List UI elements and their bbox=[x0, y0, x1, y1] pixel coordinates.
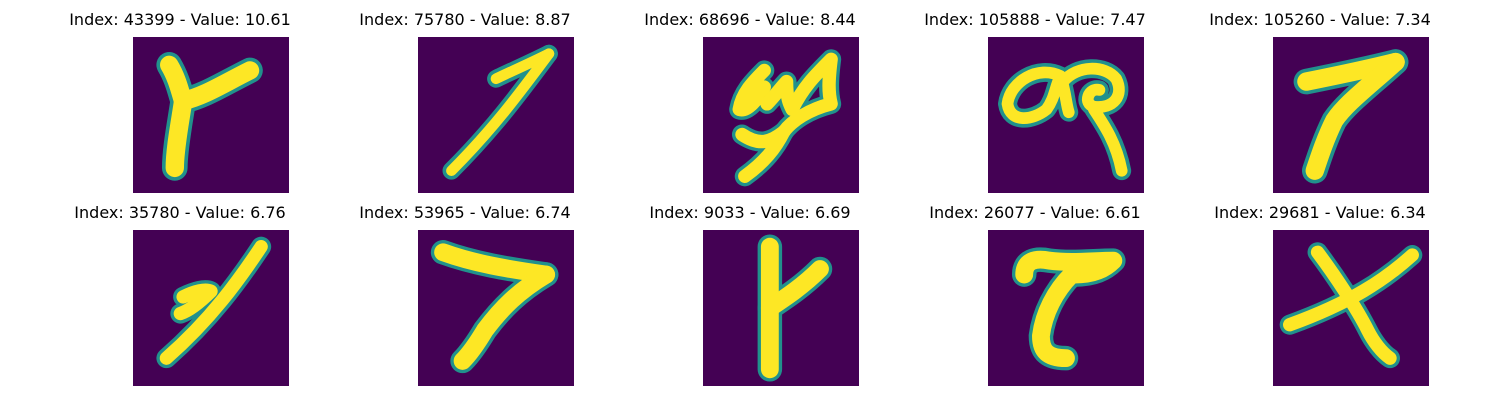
panel-title: Index: 75780 - Value: 8.87 bbox=[359, 10, 571, 29]
panel-4: Index: 105888 - Value: 7.47 bbox=[885, 0, 1185, 193]
panel-title: Index: 43399 - Value: 10.61 bbox=[69, 10, 291, 29]
glyph-y-upright-icon bbox=[757, 234, 833, 382]
digit-image bbox=[988, 230, 1144, 386]
panel-10: Index: 29681 - Value: 6.34 bbox=[1170, 193, 1470, 386]
digit-image bbox=[703, 230, 859, 386]
glyph-y-icon bbox=[156, 52, 263, 181]
digit-image bbox=[988, 37, 1144, 193]
glyph-loops-icon bbox=[998, 59, 1132, 181]
panel-title: Index: 105888 - Value: 7.47 bbox=[924, 10, 1146, 29]
glyph-thin-seven-icon bbox=[442, 44, 558, 180]
digit-image bbox=[1273, 230, 1429, 386]
digit-image bbox=[133, 37, 289, 193]
panel-title: Index: 26077 - Value: 6.61 bbox=[929, 203, 1141, 222]
panel-3: Index: 68696 - Value: 8.44 bbox=[600, 0, 900, 193]
panel-title: Index: 35780 - Value: 6.76 bbox=[74, 203, 286, 222]
glyph-curved-seven-icon bbox=[1011, 247, 1126, 371]
glyph-scribble-icon bbox=[729, 49, 842, 187]
panel-title: Index: 68696 - Value: 8.44 bbox=[644, 10, 856, 29]
panel-7: Index: 53965 - Value: 6.74 bbox=[315, 193, 615, 386]
panel-title: Index: 53965 - Value: 6.74 bbox=[359, 203, 571, 222]
digit-image bbox=[703, 37, 859, 193]
glyph-wide-seven-icon bbox=[430, 240, 559, 374]
panel-9: Index: 26077 - Value: 6.61 bbox=[885, 193, 1185, 386]
panel-2: Index: 75780 - Value: 8.87 bbox=[315, 0, 615, 193]
panel-8: Index: 9033 - Value: 6.69 bbox=[600, 193, 900, 386]
glyph-seven-icon bbox=[1293, 49, 1409, 184]
panel-1: Index: 43399 - Value: 10.61 bbox=[30, 0, 330, 193]
panel-5: Index: 105260 - Value: 7.34 bbox=[1170, 0, 1470, 193]
panel-title: Index: 105260 - Value: 7.34 bbox=[1209, 10, 1431, 29]
panel-6: Index: 35780 - Value: 6.76 bbox=[30, 193, 330, 386]
digit-image bbox=[133, 230, 289, 386]
glyph-x-icon bbox=[1279, 242, 1423, 369]
panel-title: Index: 29681 - Value: 6.34 bbox=[1214, 203, 1426, 222]
digit-image bbox=[1273, 37, 1429, 193]
digit-image bbox=[418, 230, 574, 386]
panel-title: Index: 9033 - Value: 6.69 bbox=[649, 203, 851, 222]
digit-image bbox=[418, 37, 574, 193]
glyph-hooked-one-icon bbox=[156, 236, 272, 369]
